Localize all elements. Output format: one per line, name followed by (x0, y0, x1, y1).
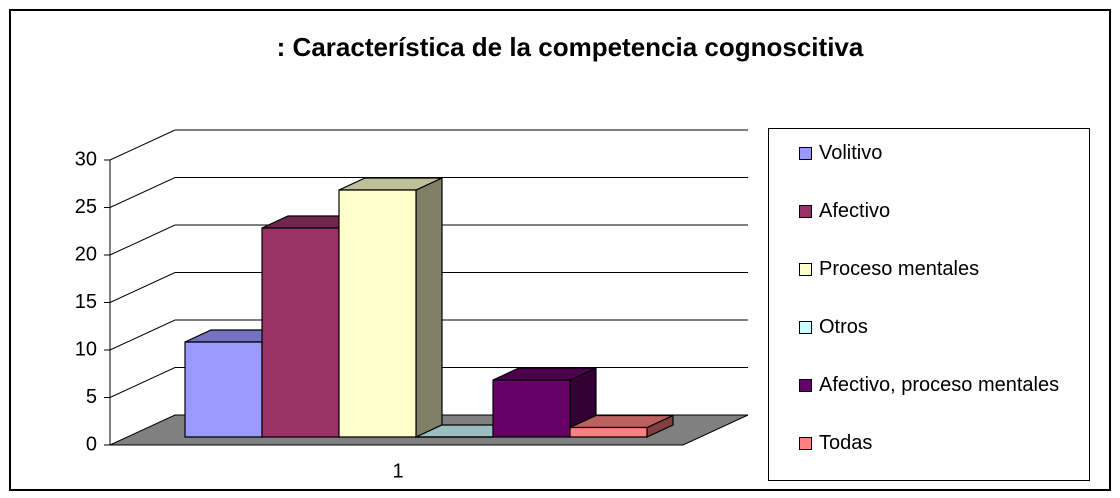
legend-swatch (799, 437, 812, 450)
x-tick-label: 1 (392, 460, 403, 482)
grid-line (109, 319, 748, 351)
legend-swatch (799, 379, 812, 392)
chart-title: : Característica de la competencia cogno… (276, 32, 864, 62)
bar-side (415, 177, 443, 438)
legend-swatch (799, 321, 812, 334)
legend-label: Otros (819, 316, 868, 338)
legend-label: Afectivo, proceso mentales (819, 374, 1060, 396)
grid-line (109, 272, 748, 303)
y-tick-label: 5 (86, 386, 97, 408)
legend-swatch (799, 147, 812, 160)
legend-label: Proceso mentales (819, 258, 980, 280)
bar (569, 414, 674, 438)
y-tick-label: 0 (86, 433, 97, 455)
bar-front (184, 341, 263, 438)
legend-entry: Proceso mentales (799, 257, 1104, 281)
grid-line (109, 129, 748, 161)
legend-label: Todas (819, 432, 873, 454)
bar (338, 177, 443, 438)
legend: Volitivo Afectivo Proceso mentales Otros Afe… (768, 128, 1090, 481)
legend-label: Volitivo (819, 142, 883, 164)
legend-entry: Todas (799, 431, 1104, 455)
grid-line (109, 224, 748, 256)
bar-front (338, 189, 417, 438)
bar (492, 367, 597, 438)
legend-entry: Otros (799, 315, 1104, 339)
legend-swatch (799, 205, 812, 218)
chart-frame (9, 9, 1111, 491)
y-tick-label: 10 (75, 338, 97, 360)
legend-entry: Volitivo (799, 141, 1104, 165)
legend-entry: Afectivo (799, 199, 1104, 223)
legend-entry: Afectivo, proceso mentales (799, 373, 1104, 397)
y-tick-label: 20 (75, 243, 97, 265)
legend-label: Afectivo (819, 200, 891, 222)
y-tick-label: 30 (75, 148, 97, 170)
y-tick-label: 25 (75, 196, 97, 218)
bar-front (569, 426, 648, 438)
grid-line (109, 177, 748, 208)
y-tick-label: 15 (75, 291, 97, 313)
bar-front (261, 227, 340, 438)
legend-swatch (799, 263, 812, 276)
bar-front (492, 379, 571, 438)
